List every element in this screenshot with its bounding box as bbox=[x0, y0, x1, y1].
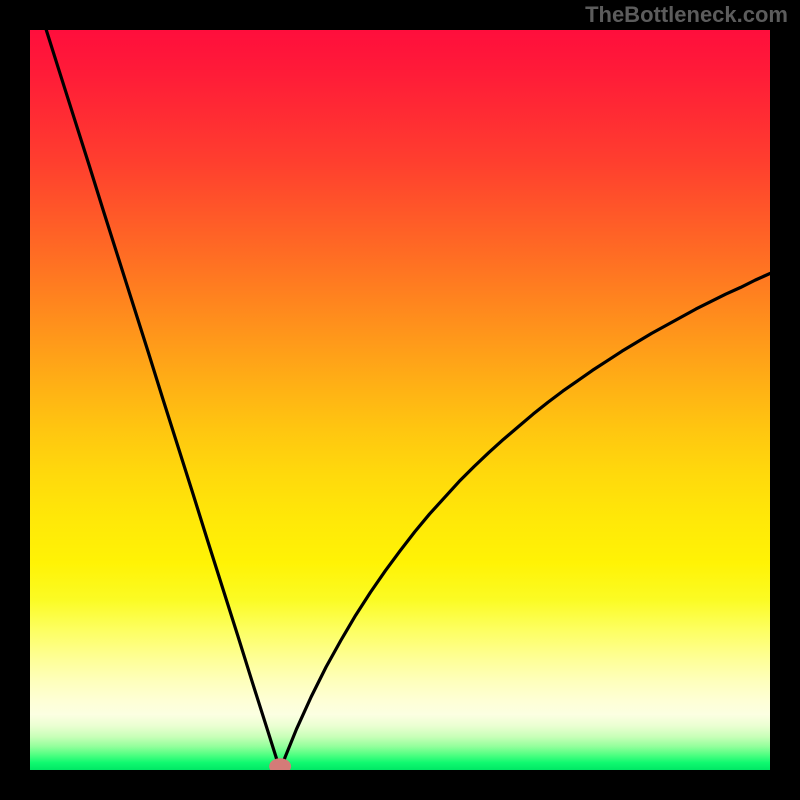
plot-area bbox=[30, 30, 770, 770]
plot-svg bbox=[30, 30, 770, 770]
gradient-background bbox=[30, 30, 770, 770]
watermark-label: TheBottleneck.com bbox=[585, 2, 788, 28]
chart-frame: TheBottleneck.com bbox=[0, 0, 800, 800]
